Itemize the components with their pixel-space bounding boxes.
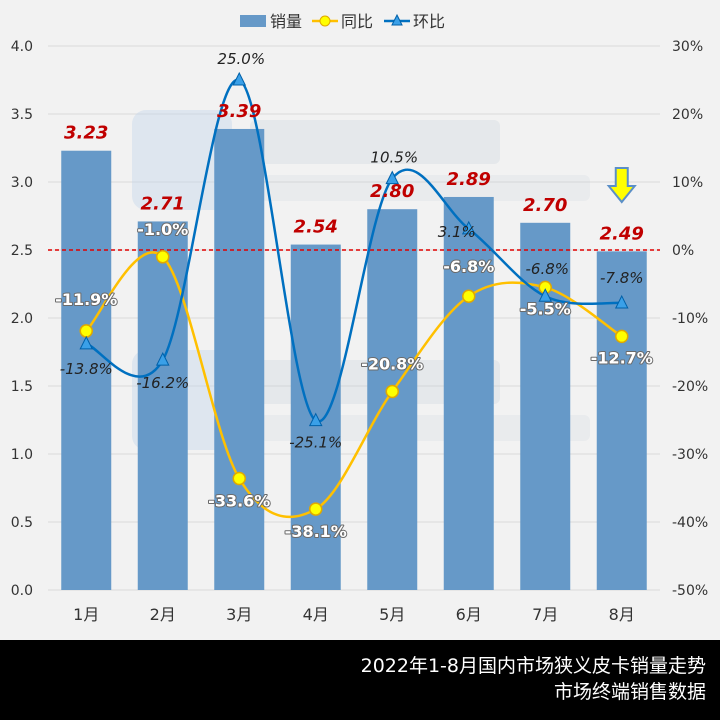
footer: 2022年1-8月国内市场狭义皮卡销量走势 市场终端销售数据 — [0, 640, 720, 720]
mom-marker — [155, 352, 170, 366]
bar-value-label: 2.54 — [294, 217, 338, 238]
mom-value-label: 10.5% — [370, 149, 418, 167]
right-tick-label: -20% — [672, 379, 708, 395]
legend-bar-swatch — [240, 15, 266, 27]
left-tick-label: 1.0 — [11, 447, 33, 463]
watermark-graphic — [260, 415, 590, 441]
mom-marker — [461, 220, 476, 235]
bar-value-label: 2.49 — [600, 223, 644, 244]
legend-label: 同比 — [341, 12, 373, 31]
yoy-marker — [385, 384, 399, 399]
mom-value-label: -6.8% — [525, 260, 569, 278]
x-tick-label: 8月 — [609, 605, 635, 624]
mom-marker — [538, 288, 553, 302]
yoy-marker — [309, 502, 323, 516]
left-tick-label: 2.5 — [11, 243, 33, 259]
left-tick-label: 1.5 — [11, 379, 33, 395]
yoy-value-label: -5.5% — [520, 299, 571, 318]
mom-value-label: -25.1% — [289, 434, 342, 452]
mom-value-label: -13.8% — [60, 360, 113, 378]
mom-marker — [614, 294, 629, 309]
bar-6月 — [443, 196, 494, 590]
legend-mom-marker — [391, 13, 403, 26]
watermark-graphic — [260, 175, 590, 201]
mom-marker — [385, 170, 400, 185]
mom-marker — [232, 71, 247, 86]
x-tick-label: 2月 — [150, 605, 176, 624]
yoy-value-label: -38.1% — [285, 522, 347, 541]
bar-value-label: 2.70 — [523, 195, 567, 216]
right-tick-label: 0% — [672, 243, 694, 259]
bar-value-label: 2.71 — [141, 193, 185, 214]
bar-value-label: 2.89 — [447, 169, 491, 190]
x-tick-label: 6月 — [456, 605, 482, 624]
right-tick-label: -40% — [672, 515, 708, 531]
left-tick-label: 3.5 — [11, 107, 33, 123]
watermark-logo — [132, 110, 232, 210]
x-tick-label: 3月 — [226, 605, 252, 624]
mom-value-label: 3.1% — [438, 223, 476, 241]
bar-1月 — [61, 150, 112, 590]
left-tick-label: 2.0 — [11, 311, 33, 327]
bar-5月 — [367, 209, 418, 590]
chart: 0.0 0.5 1.0 1.5 2.0 2.5 3.0 3.5 4.0 -50% -40% -30% -… — [11, 12, 708, 624]
x-tick-label: 4月 — [303, 605, 329, 624]
x-tick-label: 7月 — [532, 605, 558, 624]
legend-yoy-marker — [319, 15, 331, 27]
bar-2月 — [137, 221, 188, 590]
yoy-marker — [79, 324, 93, 338]
right-tick-label: 20% — [672, 107, 703, 123]
right-tick-label: 10% — [672, 175, 703, 191]
left-tick-label: 3.0 — [11, 175, 33, 191]
yoy-value-label: -1.0% — [137, 220, 188, 239]
yoy-value-label: -11.9% — [55, 290, 117, 309]
right-tick-label: -10% — [672, 311, 708, 327]
mom-marker — [79, 335, 94, 350]
left-tick-label: 4.0 — [11, 39, 33, 55]
yoy-value-label: -12.7% — [591, 348, 653, 367]
right-tick-label: -50% — [672, 583, 708, 599]
bar-3月 — [214, 128, 265, 590]
bar-value-label: 3.23 — [64, 123, 108, 144]
legend-label: 销量 — [270, 12, 302, 31]
x-tick-label: 1月 — [73, 605, 99, 624]
yoy-value-label: -33.6% — [208, 491, 270, 510]
bar-value-label: 3.39 — [217, 101, 261, 122]
footer-subtitle: 市场终端销售数据 — [553, 681, 706, 703]
mom-value-label: -16.2% — [136, 374, 189, 392]
footer-title: 2022年1-8月国内市场狭义皮卡销量走势 — [360, 655, 706, 677]
x-tick-label: 5月 — [379, 605, 405, 624]
yoy-marker — [156, 250, 170, 264]
yoy-value-label: -6.8% — [443, 257, 494, 276]
yoy-marker — [232, 471, 246, 486]
right-tick-label: -30% — [672, 447, 708, 463]
left-tick-label: 0.5 — [11, 515, 33, 531]
legend-label: 环比 — [413, 12, 445, 31]
mom-value-label: 25.0% — [217, 50, 265, 68]
right-tick-label: 30% — [672, 39, 703, 55]
down-arrow-icon — [606, 167, 637, 204]
yoy-marker — [615, 329, 629, 344]
yoy-marker — [462, 289, 476, 303]
yoy-value-label: -20.8% — [361, 354, 423, 373]
bar-value-label: 2.80 — [370, 181, 414, 202]
mom-value-label: -7.8% — [600, 269, 644, 287]
mom-marker — [308, 412, 323, 427]
watermark-graphic — [250, 120, 500, 164]
left-tick-label: 0.0 — [11, 583, 33, 599]
